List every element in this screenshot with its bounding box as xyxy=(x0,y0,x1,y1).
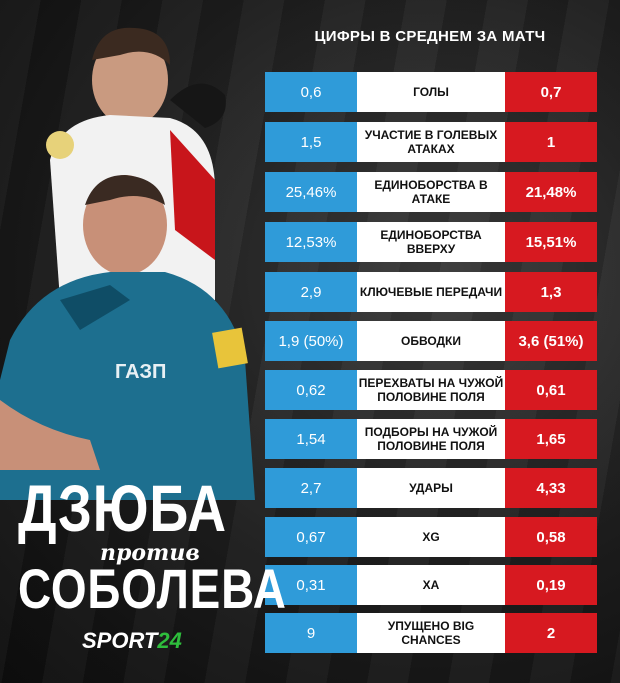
stat-left-value: 12,53% xyxy=(265,222,357,262)
stat-row: 0,67 xG 0,58 xyxy=(265,517,597,557)
stat-label: УЧАСТИЕ В ГОЛЕВЫХ АТАКАХ xyxy=(357,122,505,162)
page-title: ЦИФРЫ В СРЕДНЕМ ЗА МАТЧ xyxy=(314,28,546,45)
stat-left-value: 0,6 xyxy=(265,72,357,112)
logo-suffix: 24 xyxy=(157,628,182,653)
stat-row: 1,5 УЧАСТИЕ В ГОЛЕВЫХ АТАКАХ 1 xyxy=(265,122,597,162)
stat-right-value: 4,33 xyxy=(505,468,597,508)
stat-row: 25,46% ЕДИНОБОРСТВА В АТАКЕ 21,48% xyxy=(265,172,597,212)
stat-label: ПОДБОРЫ НА ЧУЖОЙ ПОЛОВИНЕ ПОЛЯ xyxy=(357,419,505,459)
stat-label: xA xyxy=(357,565,505,605)
stat-label: УДАРЫ xyxy=(357,468,505,508)
stat-label: xG xyxy=(357,517,505,557)
stat-right-value: 1,65 xyxy=(505,419,597,459)
stat-right-value: 0,7 xyxy=(505,72,597,112)
stat-right-value: 0,19 xyxy=(505,565,597,605)
stat-row: 0,62 ПЕРЕХВАТЫ НА ЧУЖОЙ ПОЛОВИНЕ ПОЛЯ 0,61 xyxy=(265,370,597,410)
stat-left-value: 1,5 xyxy=(265,122,357,162)
stat-left-value: 1,9 (50%) xyxy=(265,321,357,361)
stat-right-value: 0,61 xyxy=(505,370,597,410)
player-dzyuba: ГАЗП xyxy=(0,175,255,500)
stat-row: 2,9 КЛЮЧЕВЫЕ ПЕРЕДАЧИ 1,3 xyxy=(265,272,597,312)
stat-left-value: 0,31 xyxy=(265,565,357,605)
headline-versus: против xyxy=(100,540,200,566)
stat-row: 1,54 ПОДБОРЫ НА ЧУЖОЙ ПОЛОВИНЕ ПОЛЯ 1,65 xyxy=(265,419,597,459)
stat-left-value: 9 xyxy=(265,613,357,653)
stat-left-value: 0,67 xyxy=(265,517,357,557)
sport24-logo: SPORT24 xyxy=(82,628,182,654)
stat-left-value: 2,9 xyxy=(265,272,357,312)
stat-label: ГОЛЫ xyxy=(357,72,505,112)
stat-left-value: 1,54 xyxy=(265,419,357,459)
stat-right-value: 15,51% xyxy=(505,222,597,262)
stat-right-value: 1 xyxy=(505,122,597,162)
players-illustration: ГАЗП xyxy=(0,27,255,500)
svg-text:ГАЗП: ГАЗП xyxy=(115,361,166,383)
stat-row: 12,53% ЕДИНОБОРСТВА ВВЕРХУ 15,51% xyxy=(265,222,597,262)
stat-row: 0,31 xA 0,19 xyxy=(265,565,597,605)
stat-row: 1,9 (50%) ОБВОДКИ 3,6 (51%) xyxy=(265,321,597,361)
headline-name-1: ДЗЮБА xyxy=(18,471,227,545)
stat-label: ЕДИНОБОРСТВА ВВЕРХУ xyxy=(357,222,505,262)
stat-row: 0,6 ГОЛЫ 0,7 xyxy=(265,72,597,112)
stat-right-value: 21,48% xyxy=(505,172,597,212)
stat-right-value: 0,58 xyxy=(505,517,597,557)
logo-prefix: SPORT xyxy=(82,628,158,653)
stat-right-value: 1,3 xyxy=(505,272,597,312)
stat-label: КЛЮЧЕВЫЕ ПЕРЕДАЧИ xyxy=(357,272,505,312)
stat-row: 9 УПУЩЕНО BIG CHANCES 2 xyxy=(265,613,597,653)
stat-left-value: 2,7 xyxy=(265,468,357,508)
stat-right-value: 2 xyxy=(505,613,597,653)
stat-label: ПЕРЕХВАТЫ НА ЧУЖОЙ ПОЛОВИНЕ ПОЛЯ xyxy=(357,370,505,410)
stat-right-value: 3,6 (51%) xyxy=(505,321,597,361)
stat-label: ЕДИНОБОРСТВА В АТАКЕ xyxy=(357,172,505,212)
stat-row: 2,7 УДАРЫ 4,33 xyxy=(265,468,597,508)
stat-left-value: 0,62 xyxy=(265,370,357,410)
stat-label: ОБВОДКИ xyxy=(357,321,505,361)
stat-left-value: 25,46% xyxy=(265,172,357,212)
headline-name-2: СОБОЛЕВА xyxy=(18,557,287,620)
stat-label: УПУЩЕНО BIG CHANCES xyxy=(357,613,505,653)
